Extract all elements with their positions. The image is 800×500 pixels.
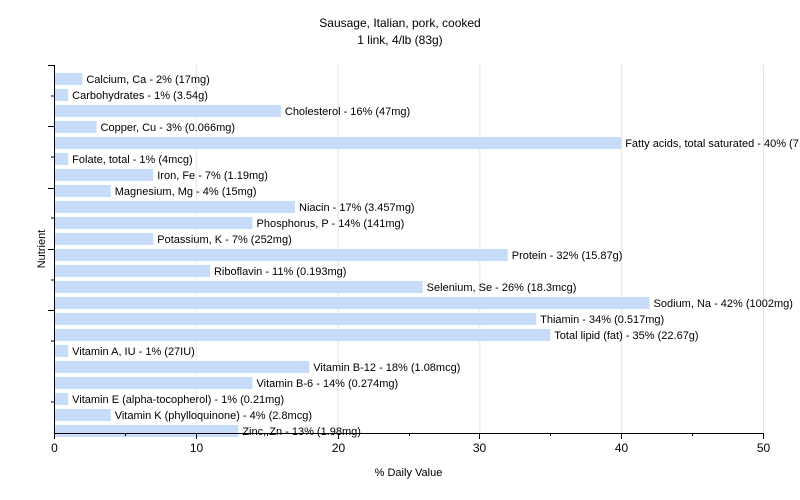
bar — [55, 89, 69, 101]
chart-title: Sausage, Italian, pork, cooked — [319, 16, 481, 30]
bar — [55, 73, 83, 85]
bar — [55, 281, 423, 293]
bar — [55, 249, 508, 261]
bar-label: Fatty acids, total saturated - 40% (7.91… — [625, 138, 800, 150]
x-tick-label: 50 — [757, 441, 771, 455]
bar-label: Selenium, Se - 26% (18.3mcg) — [427, 282, 577, 294]
bar — [55, 185, 111, 197]
bar-label: Total lipid (fat) - 35% (22.67g) — [554, 330, 698, 342]
bar-label: Phosphorus, P - 14% (141mg) — [257, 218, 405, 230]
bar-label: Cholesterol - 16% (47mg) — [285, 106, 410, 118]
bar — [55, 105, 281, 117]
bar-label: Vitamin B-6 - 14% (0.274mg) — [257, 378, 399, 390]
bar-label: Sodium, Na - 42% (1002mg) — [654, 298, 793, 310]
bar — [55, 425, 239, 437]
y-axis-label: Nutrient — [36, 230, 48, 269]
bar-label: Vitamin B-12 - 18% (1.08mcg) — [313, 362, 460, 374]
bar-label: Copper, Cu - 3% (0.066mg) — [101, 122, 236, 134]
bar — [55, 121, 97, 133]
bar — [55, 361, 310, 373]
bar — [55, 153, 69, 165]
bars-group: Calcium, Ca - 2% (17mg) Carbohydrates - 1… — [55, 73, 800, 438]
bar — [55, 233, 154, 245]
x-tick-label: 30 — [473, 441, 487, 455]
bar-label: Calcium, Ca - 2% (17mg) — [86, 74, 209, 86]
chart-subtitle: 1 link, 4/lb (83g) — [357, 33, 443, 47]
bar — [55, 169, 154, 181]
x-tick-label: 0 — [51, 441, 58, 455]
x-tick-label: 20 — [332, 441, 346, 455]
bar-label: Vitamin K (phylloquinone) - 4% (2.8mcg) — [115, 410, 312, 422]
bar — [55, 265, 210, 277]
bar-label: Magnesium, Mg - 4% (15mg) — [115, 186, 257, 198]
bar-label: Zinc, Zn - 13% (1.98mg) — [242, 426, 361, 438]
bar — [55, 329, 551, 341]
bar-label: Riboflavin - 11% (0.193mg) — [214, 266, 346, 278]
bar-label: Iron, Fe - 7% (1.19mg) — [157, 170, 268, 182]
axes: 0 10 20 30 40 50 — [48, 65, 770, 455]
bar — [55, 313, 537, 325]
bar-label: Potassium, K - 7% (252mg) — [157, 234, 292, 246]
bar — [55, 409, 111, 421]
x-tick-label: 10 — [190, 441, 204, 455]
bar — [55, 393, 69, 405]
bar-label: Protein - 32% (15.87g) — [512, 250, 623, 262]
x-tick-label: 40 — [615, 441, 629, 455]
bar-label: Niacin - 17% (3.457mg) — [299, 202, 415, 214]
bar-label: Folate, total - 1% (4mcg) — [72, 154, 192, 166]
bar — [55, 297, 650, 309]
bar-label: Vitamin E (alpha-tocopherol) - 1% (0.21m… — [72, 394, 284, 406]
bar-label: Vitamin A, IU - 1% (27IU) — [72, 346, 195, 358]
bar — [55, 377, 253, 389]
bar — [55, 217, 253, 229]
bar-label: Carbohydrates - 1% (3.54g) — [72, 90, 208, 102]
bar — [55, 201, 296, 213]
x-axis-label: % Daily Value — [375, 467, 443, 479]
bar — [55, 137, 622, 149]
bar — [55, 345, 69, 357]
bar-label: Thiamin - 34% (0.517mg) — [540, 314, 664, 326]
